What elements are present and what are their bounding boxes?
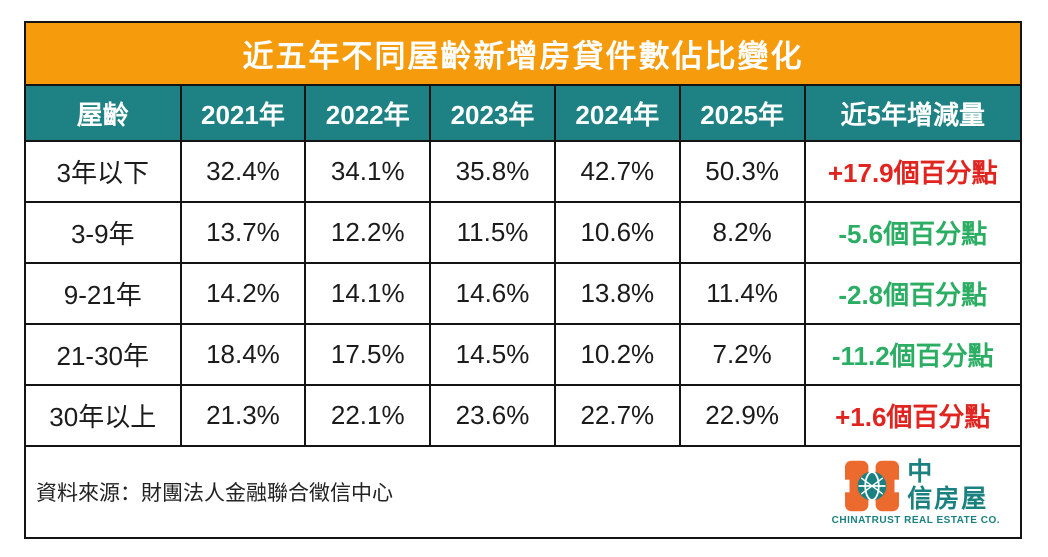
value-cell: 22.9% <box>678 384 806 447</box>
row-label: 30年以上 <box>24 384 182 447</box>
table-footer-row: 資料來源：財團法人金融聯合徵信中心 <box>24 445 1022 539</box>
row-label: 9-21年 <box>24 262 182 325</box>
value-cell: 22.7% <box>553 384 681 447</box>
table-row-9-21yr: 9-21年 14.2% 14.1% 14.6% 13.8% 11.4% -2.8… <box>24 262 1023 325</box>
value-cell: 35.8% <box>429 140 556 203</box>
value-cell: 14.6% <box>429 262 556 325</box>
col-header-2021: 2021年 <box>179 84 307 142</box>
col-header-5yr-change: 近5年增減量 <box>803 84 1023 142</box>
value-cell: 13.8% <box>553 262 681 325</box>
value-cell: 32.4% <box>179 140 307 203</box>
change-cell: +17.9個百分點 <box>803 140 1023 203</box>
value-cell: 13.7% <box>179 201 307 264</box>
logo-company-name-cjk: 中 信房屋 <box>907 459 988 512</box>
value-cell: 21.3% <box>179 384 307 447</box>
house-age-mortgage-table: 近五年不同屋齡新增房貸件數佔比變化 屋齡 2021年 2022年 2023年 2… <box>24 21 1023 539</box>
value-cell: 34.1% <box>304 140 432 203</box>
change-cell: -5.6個百分點 <box>803 201 1023 264</box>
value-cell: 17.5% <box>304 323 432 386</box>
chinatrust-real-estate-logo: 中 信房屋 CHINATRUST REAL ESTATE CO. <box>832 459 1006 526</box>
value-cell: 12.2% <box>304 201 432 264</box>
col-header-2024: 2024年 <box>553 84 681 142</box>
table-header-row: 屋齡 2021年 2022年 2023年 2024年 2025年 近5年增減量 <box>24 84 1023 142</box>
title-bar: 近五年不同屋齡新增房貸件數佔比變化 <box>24 21 1022 86</box>
col-header-2025: 2025年 <box>678 84 806 142</box>
change-cell: -2.8個百分點 <box>803 262 1023 325</box>
chinatrust-globe-icon <box>841 459 903 513</box>
col-header-2023: 2023年 <box>429 84 556 142</box>
table-row-3-9yr: 3-9年 13.7% 12.2% 11.5% 10.6% 8.2% -5.6個百… <box>24 201 1023 264</box>
value-cell: 50.3% <box>678 140 806 203</box>
value-cell: 8.2% <box>678 201 806 264</box>
value-cell: 10.2% <box>553 323 681 386</box>
value-cell: 22.1% <box>304 384 432 447</box>
value-cell: 14.1% <box>304 262 432 325</box>
value-cell: 14.2% <box>179 262 307 325</box>
value-cell: 14.5% <box>429 323 556 386</box>
data-source-note: 資料來源：財團法人金融聯合徵信中心 <box>36 482 393 505</box>
value-cell: 42.7% <box>553 140 681 203</box>
value-cell: 7.2% <box>678 323 806 386</box>
value-cell: 11.4% <box>678 262 806 325</box>
change-cell: +1.6個百分點 <box>803 384 1023 447</box>
row-label: 21-30年 <box>24 323 182 386</box>
logo-cjk-line1: 中 <box>907 458 935 487</box>
logo-cjk-line2: 信房屋 <box>907 484 989 513</box>
change-cell: -11.2個百分點 <box>803 323 1023 386</box>
row-label: 3-9年 <box>24 201 182 264</box>
col-header-house-age: 屋齡 <box>24 84 182 142</box>
table-row-over-30yr: 30年以上 21.3% 22.1% 23.6% 22.7% 22.9% +1.6… <box>24 384 1023 447</box>
logo-company-name-en: CHINATRUST REAL ESTATE CO. <box>831 514 1000 526</box>
value-cell: 18.4% <box>179 323 307 386</box>
value-cell: 10.6% <box>553 201 681 264</box>
col-header-2022: 2022年 <box>304 84 432 142</box>
row-label: 3年以下 <box>24 140 182 203</box>
table-row-under-3yr: 3年以下 32.4% 34.1% 35.8% 42.7% 50.3% +17.9… <box>24 140 1023 203</box>
table-row-21-30yr: 21-30年 18.4% 17.5% 14.5% 10.2% 7.2% -11.… <box>24 323 1023 386</box>
value-cell: 23.6% <box>429 384 556 447</box>
value-cell: 11.5% <box>429 201 556 264</box>
page-title: 近五年不同屋齡新增房貸件數佔比變化 <box>24 21 1022 86</box>
